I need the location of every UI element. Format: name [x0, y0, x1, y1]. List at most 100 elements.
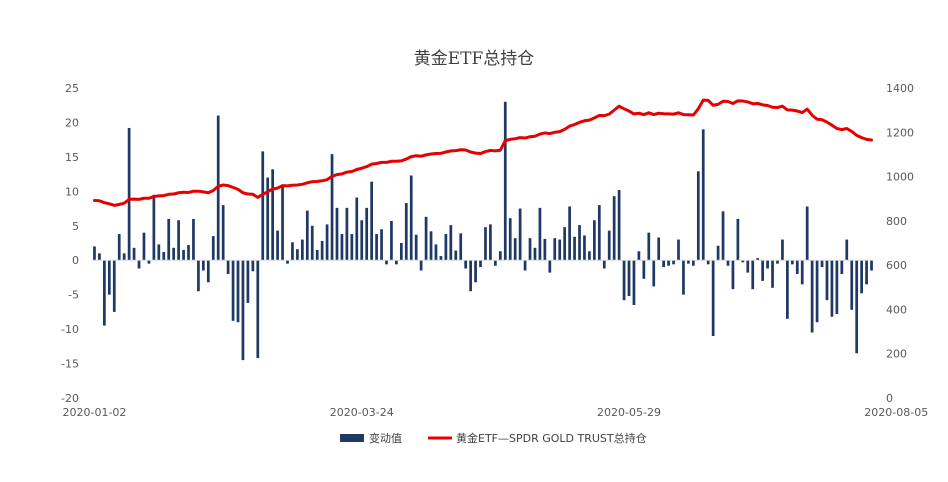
bar	[602, 260, 606, 269]
bar	[731, 260, 735, 290]
x-tick-label: 2020-08-05	[864, 406, 928, 419]
bar	[211, 236, 215, 261]
y-left-tick-label: 25	[65, 82, 79, 95]
bar	[786, 260, 789, 319]
bar	[736, 218, 740, 261]
bar	[182, 249, 185, 261]
bar	[429, 231, 433, 261]
bar	[202, 260, 205, 271]
bar	[687, 260, 690, 264]
bar	[479, 260, 482, 268]
bar	[795, 260, 799, 274]
bar	[375, 234, 378, 261]
bar	[706, 260, 710, 265]
bar	[558, 239, 562, 261]
bar	[142, 232, 146, 261]
bar	[147, 260, 151, 264]
y-left-tick-label: 20	[65, 116, 79, 129]
y-left-tick-label: 15	[65, 151, 79, 164]
y-left-tick-label: -15	[61, 358, 79, 371]
bar	[345, 207, 349, 261]
holdings-line	[92, 98, 874, 207]
bar	[726, 260, 730, 266]
y-right-tick-label: 1400	[886, 82, 914, 95]
bar	[800, 260, 804, 285]
bar	[820, 260, 824, 268]
bar	[192, 218, 195, 261]
y-left-tick-label: -10	[61, 323, 79, 336]
bar	[226, 260, 230, 274]
y-left-tick-label: 5	[72, 220, 79, 233]
bar	[815, 260, 819, 323]
bar	[672, 260, 675, 265]
bar	[563, 227, 567, 261]
bar	[117, 234, 121, 261]
legend: 变动值 黄金ETF—SPDR GOLD TRUST总持仓	[340, 431, 647, 445]
bar	[122, 253, 126, 261]
bar	[657, 237, 661, 261]
bar	[310, 225, 314, 261]
bar	[761, 260, 764, 281]
bar	[98, 253, 101, 261]
bar	[627, 260, 631, 297]
bar	[454, 250, 458, 261]
bar	[612, 196, 616, 261]
bar	[320, 240, 324, 261]
bar	[365, 207, 369, 261]
bar	[870, 260, 873, 271]
y-right-tick-label: 1000	[886, 171, 914, 184]
bar	[390, 220, 393, 261]
bar	[538, 207, 542, 261]
bar	[494, 260, 497, 266]
bar	[409, 175, 413, 261]
bar	[677, 239, 680, 261]
bar	[825, 260, 829, 301]
y-right-tick-label: 400	[886, 303, 907, 316]
bar	[330, 154, 334, 261]
bar	[716, 245, 720, 261]
y-right-tick-label: 0	[886, 392, 893, 405]
bar	[632, 260, 636, 305]
bar	[231, 260, 235, 321]
bar	[597, 205, 601, 261]
bar	[607, 230, 611, 261]
bar	[513, 238, 517, 261]
bar	[484, 227, 487, 261]
bar	[860, 260, 863, 294]
bar	[187, 245, 190, 261]
bar	[103, 260, 106, 326]
bar	[776, 260, 779, 264]
bar	[112, 260, 116, 312]
bar	[543, 238, 547, 261]
bar	[464, 260, 468, 269]
bar	[503, 101, 507, 261]
x-tick-label: 2020-03-24	[330, 406, 394, 419]
bar	[399, 243, 403, 261]
bar	[385, 260, 388, 265]
bar	[404, 203, 408, 261]
bar	[469, 260, 472, 292]
bar	[157, 244, 161, 261]
bar	[251, 260, 255, 272]
y-axis-left-labels: 25 20 15 10 5 0 -5 -10 -15 -20	[61, 82, 79, 405]
y-axis-right-labels: 1400 1200 1000 800 600 400 200 0	[886, 82, 914, 405]
legend-line-label: 黄金ETF—SPDR GOLD TRUST总持仓	[456, 431, 647, 445]
bar	[548, 260, 552, 273]
bar	[335, 207, 339, 261]
bar	[489, 224, 492, 261]
y-left-tick-label: 10	[65, 185, 79, 198]
bar	[622, 260, 626, 301]
bar	[682, 260, 685, 295]
bar	[518, 208, 522, 261]
bar	[771, 260, 774, 288]
bar	[696, 171, 700, 261]
bar	[578, 225, 581, 261]
y-right-tick-label: 1200	[886, 126, 914, 139]
legend-bar-swatch	[340, 434, 364, 442]
bar	[439, 256, 443, 261]
bar	[756, 258, 760, 261]
bar	[790, 260, 794, 265]
bar	[593, 220, 596, 261]
x-tick-label: 2020-01-02	[63, 406, 127, 419]
